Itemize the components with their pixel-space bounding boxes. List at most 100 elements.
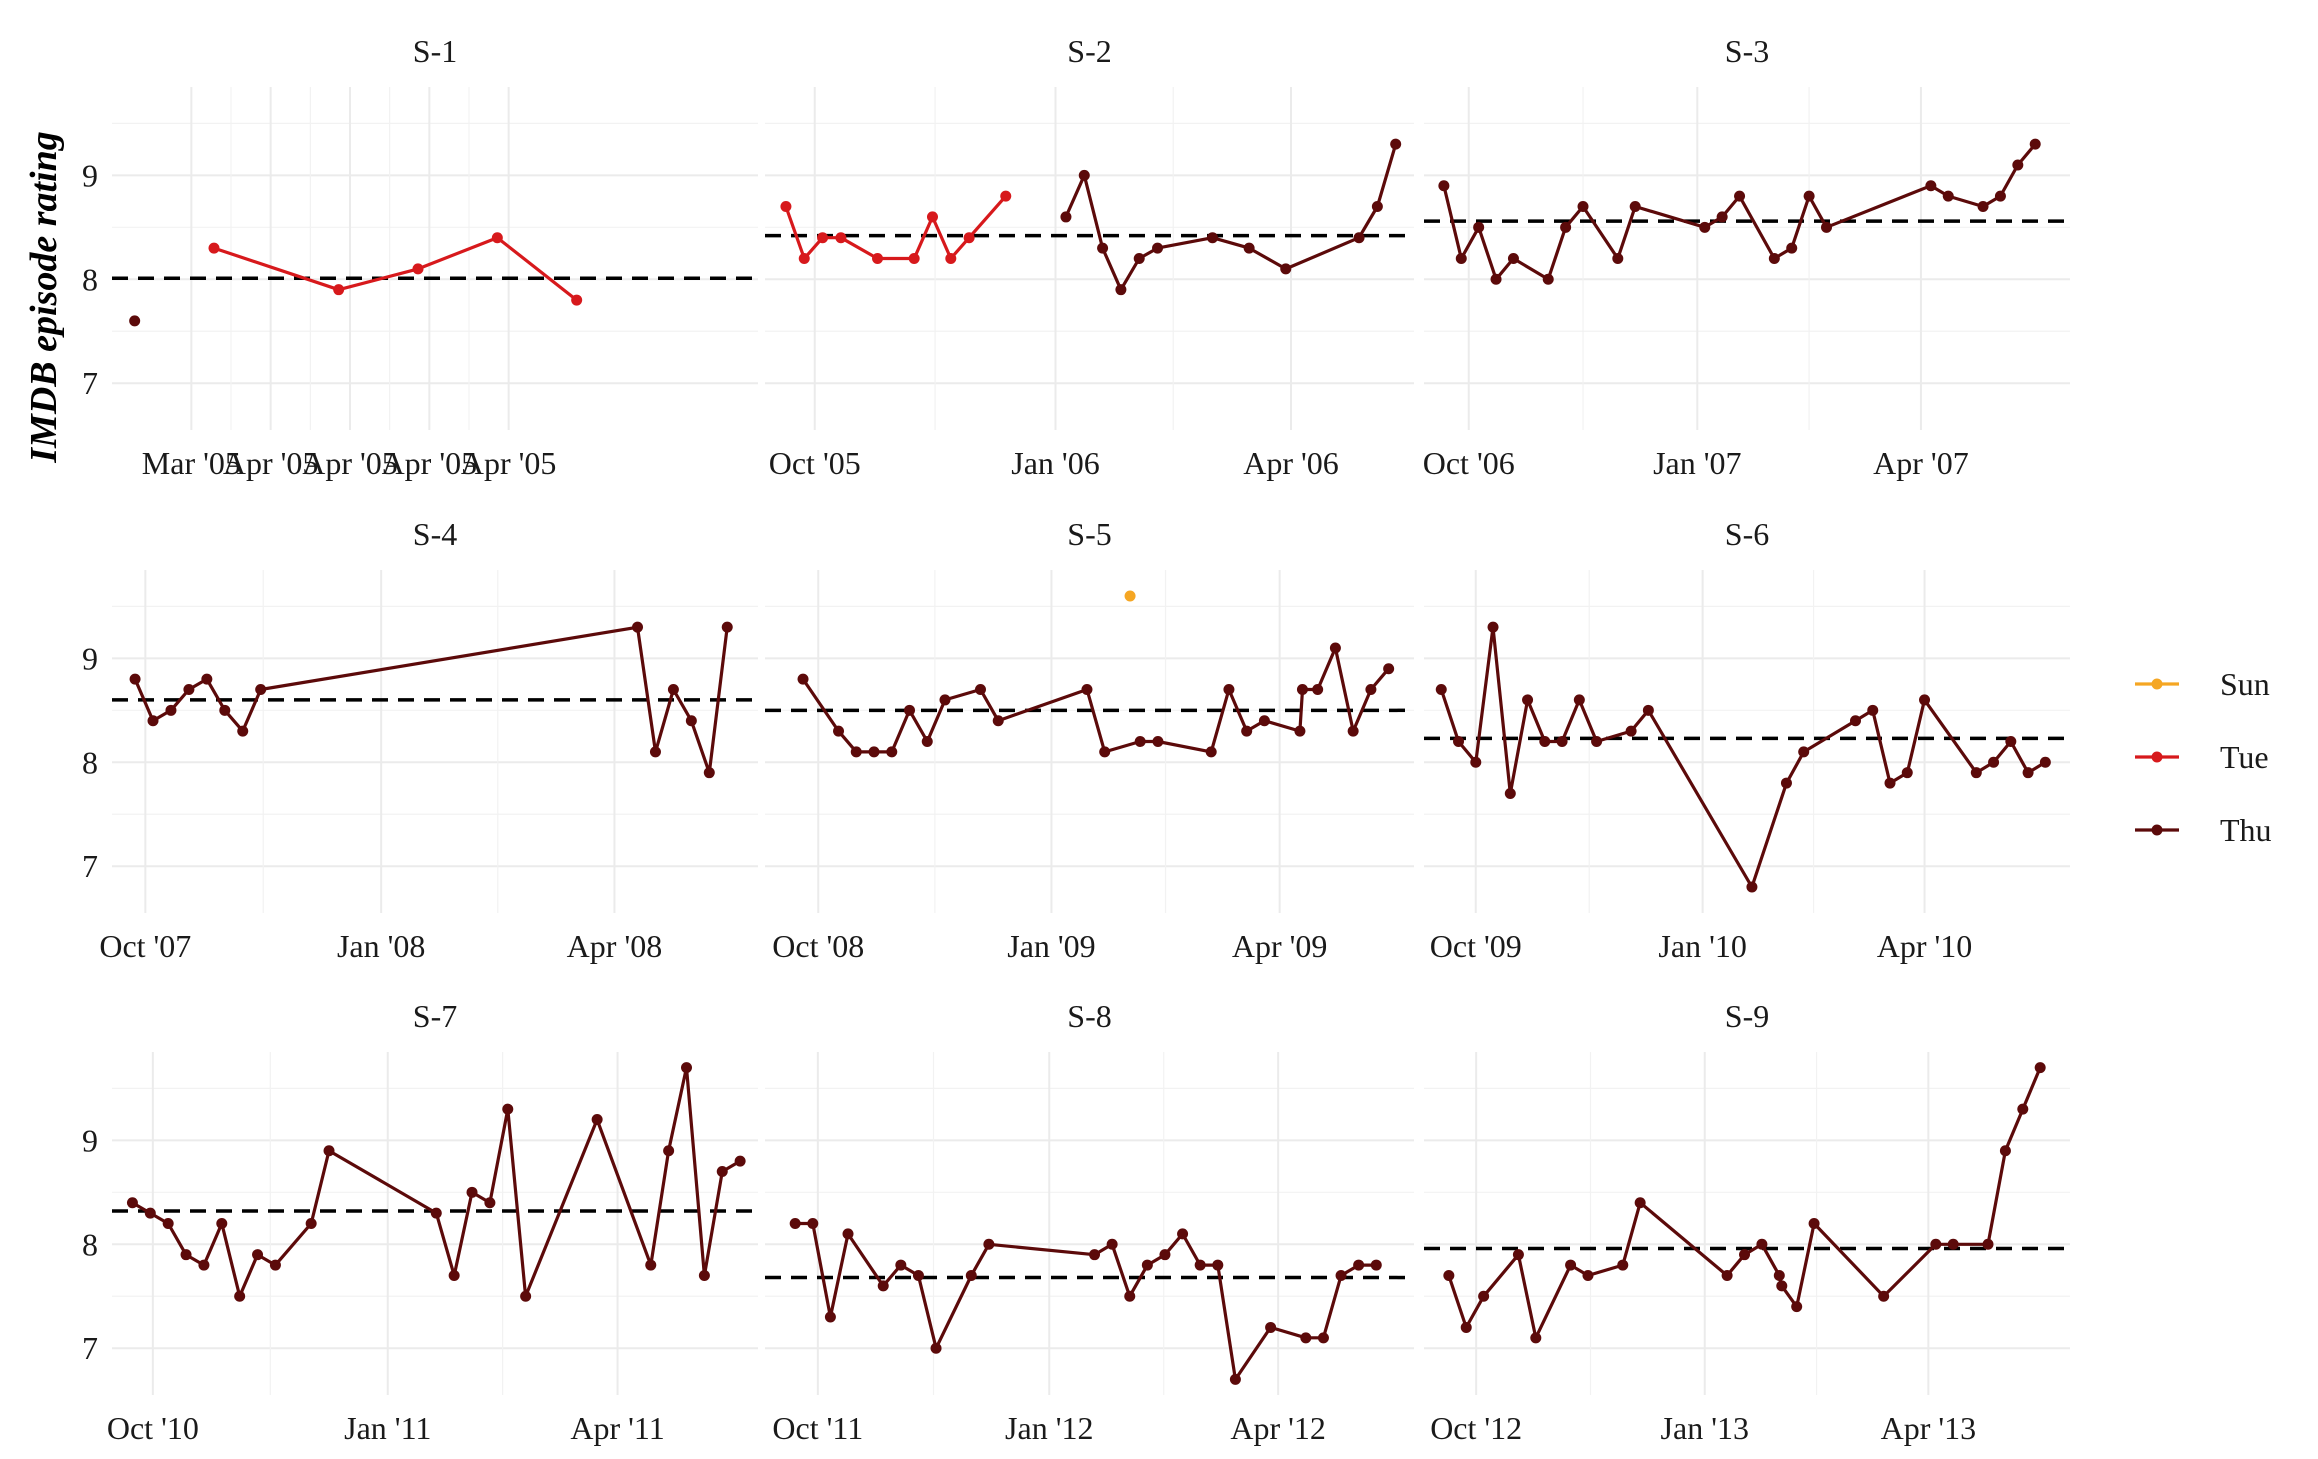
- data-point: [1294, 725, 1306, 737]
- data-point: [1530, 1332, 1542, 1344]
- data-point: [502, 1103, 514, 1115]
- panel-title: S-6: [1725, 516, 1769, 552]
- data-point: [1925, 180, 1937, 192]
- panel-s-4: S-4 Oct '07 Jan '08 Apr '08 7 8 9: [82, 516, 758, 964]
- data-point: [1739, 1249, 1751, 1261]
- data-point: [162, 1218, 174, 1229]
- data-point: [734, 1155, 746, 1167]
- legend: Sun Tue Thu: [2135, 666, 2272, 848]
- data-point: [1353, 1259, 1365, 1271]
- x-tick-label: Jan '06: [1011, 445, 1099, 481]
- x-tick-label: Jan '13: [1661, 1410, 1749, 1446]
- data-point: [716, 1166, 728, 1178]
- x-tick-label: Apr '12: [1230, 1410, 1326, 1446]
- data-point: [872, 253, 884, 264]
- data-point: [1300, 1332, 1312, 1344]
- y-tick-label: 9: [82, 1122, 98, 1158]
- x-tick-label: Oct '05: [769, 445, 861, 481]
- data-point: [520, 1290, 532, 1302]
- data-point: [1768, 253, 1780, 264]
- y-tick-label: 8: [82, 1226, 98, 1262]
- data-point: [649, 746, 661, 758]
- data-point: [1780, 777, 1792, 789]
- panel-title: S-5: [1067, 516, 1111, 552]
- data-point: [1390, 138, 1402, 150]
- data-point: [721, 621, 733, 633]
- data-point: [1573, 694, 1585, 706]
- series-line-thu: [795, 1221, 1377, 1382]
- data-point: [835, 232, 847, 244]
- y-tick-label: 7: [82, 848, 98, 884]
- data-point: [1152, 736, 1164, 747]
- data-point: [591, 1114, 603, 1126]
- data-point: [1280, 263, 1292, 275]
- x-tick-label: Apr '07: [1873, 445, 1969, 481]
- data-point: [667, 684, 679, 696]
- data-point: [1099, 746, 1111, 758]
- data-point: [1134, 736, 1146, 747]
- data-point: [484, 1197, 496, 1209]
- data-point: [1159, 1249, 1171, 1261]
- x-tick-label: Jan '12: [1005, 1410, 1093, 1446]
- data-point: [1884, 777, 1896, 789]
- data-point: [1435, 684, 1447, 696]
- panel-title: S-2: [1067, 33, 1111, 69]
- panel-s-2: S-2 Oct '05 Jan '06 Apr '06: [765, 33, 1414, 481]
- data-point: [939, 694, 951, 706]
- data-point: [1473, 221, 1485, 233]
- data-point: [1798, 746, 1810, 758]
- data-point: [2029, 138, 2041, 150]
- data-point: [1296, 684, 1308, 696]
- legend-key-point: [2151, 824, 2163, 836]
- data-point: [833, 725, 845, 737]
- data-point: [2039, 756, 2051, 768]
- data-point: [632, 621, 644, 633]
- data-point: [234, 1290, 246, 1302]
- panel-s-8: S-8 Oct '11 Jan '12 Apr '12: [765, 998, 1414, 1446]
- data-point: [789, 1218, 801, 1229]
- data-point: [1124, 590, 1136, 602]
- data-point: [1786, 242, 1798, 254]
- data-point: [1756, 1238, 1768, 1250]
- data-point: [412, 263, 424, 275]
- x-tick-label: Mar '05: [142, 445, 241, 481]
- data-point: [126, 1197, 138, 1209]
- data-point: [216, 1218, 228, 1229]
- data-point: [1977, 201, 1989, 213]
- data-point: [1617, 1259, 1629, 1271]
- data-point: [1556, 736, 1568, 747]
- data-point: [1721, 1269, 1733, 1281]
- panel-title: S-9: [1725, 998, 1769, 1034]
- data-point: [1776, 1280, 1788, 1292]
- data-point: [921, 736, 933, 747]
- data-point: [1329, 642, 1341, 654]
- panel-s-7: S-7 Oct '10 Jan '11 Apr '11 7 8 9: [82, 998, 758, 1446]
- data-point: [2017, 1103, 2029, 1115]
- data-point: [430, 1207, 442, 1219]
- data-point: [1241, 725, 1253, 737]
- data-point: [1901, 767, 1913, 779]
- data-point: [645, 1259, 657, 1271]
- data-point: [129, 315, 141, 327]
- data-point: [1312, 684, 1324, 696]
- x-tick-label: Apr '13: [1881, 1410, 1977, 1446]
- x-tick-label: Oct '09: [1430, 928, 1522, 964]
- data-point: [1194, 1259, 1206, 1271]
- data-point: [165, 704, 177, 716]
- legend-label: Sun: [2220, 666, 2270, 702]
- series-line-tue: [213, 236, 578, 302]
- data-point: [1383, 663, 1395, 675]
- data-point: [1212, 1259, 1224, 1271]
- data-point: [1141, 1259, 1153, 1271]
- data-point: [1867, 704, 1879, 716]
- data-point: [1177, 1228, 1189, 1240]
- panel-s-5: S-5 Oct '08 Jan '09 Apr '09: [765, 516, 1414, 964]
- data-point: [1078, 169, 1090, 181]
- data-point: [2022, 767, 2034, 779]
- panel-title: S-1: [413, 33, 457, 69]
- data-point: [129, 673, 141, 685]
- data-point: [1803, 190, 1815, 202]
- legend-item-tue: Tue: [2135, 739, 2269, 775]
- data-point: [252, 1249, 264, 1261]
- data-point: [1849, 715, 1861, 727]
